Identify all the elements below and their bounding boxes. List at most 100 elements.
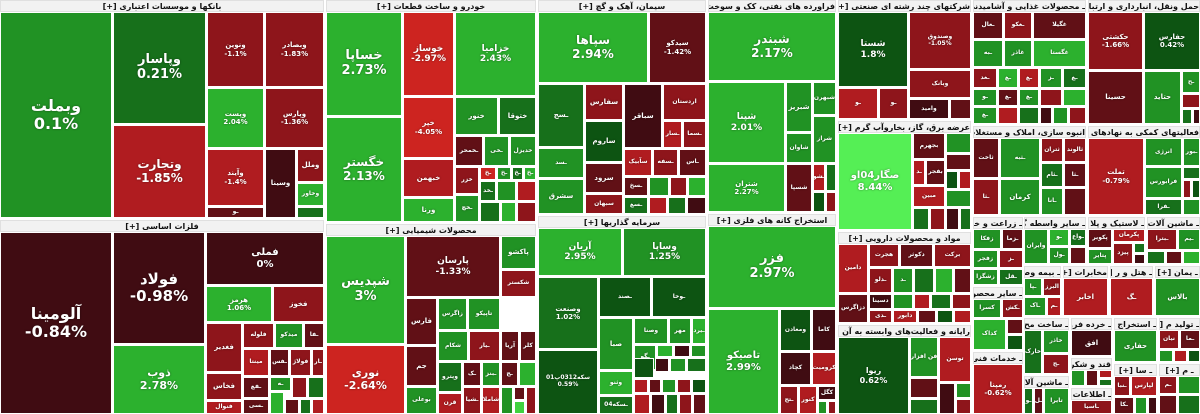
treemap-tile[interactable]: نوری -2.64% <box>326 345 405 414</box>
treemap-tile[interactable] <box>480 202 500 222</box>
treemap-tile[interactable]: ـغ <box>998 89 1018 106</box>
treemap-tile[interactable] <box>651 394 665 414</box>
treemap-tile[interactable]: سشرق <box>538 179 584 214</box>
treemap-tile[interactable]: بالاس <box>1155 278 1200 316</box>
treemap-tile[interactable]: ـز <box>1040 68 1062 88</box>
treemap-tile[interactable]: خگستر 2.13% <box>326 117 402 222</box>
treemap-tile[interactable]: کلر <box>520 331 536 361</box>
treemap-tile[interactable] <box>662 379 676 393</box>
treemap-tile[interactable]: تاپیکو <box>468 298 500 330</box>
treemap-tile[interactable] <box>308 377 324 398</box>
treemap-tile[interactable]: کچاد <box>780 352 811 385</box>
treemap-tile[interactable]: وصنعت 1.02% <box>538 277 598 349</box>
treemap-tile[interactable]: ـه <box>270 377 291 391</box>
treemap-tile[interactable]: ـخ <box>480 167 496 180</box>
treemap-tile[interactable]: فولاد -0.98% <box>113 232 205 344</box>
treemap-tile[interactable] <box>297 207 324 218</box>
treemap-tile[interactable]: حفارس 0.42% <box>1144 12 1200 70</box>
treemap-tile[interactable]: ـسار <box>663 121 682 148</box>
treemap-tile[interactable]: ـسخ <box>624 177 648 196</box>
treemap-tile[interactable]: خساپا 2.73% <box>326 12 402 116</box>
treemap-tile[interactable] <box>292 377 307 398</box>
treemap-tile[interactable]: کنور <box>799 386 817 414</box>
treemap-tile[interactable]: وساپا 1.25% <box>623 228 706 276</box>
treemap-tile[interactable] <box>677 379 691 393</box>
treemap-tile[interactable] <box>270 392 284 414</box>
treemap-tile[interactable]: بوعلی <box>406 387 437 414</box>
treemap-tile[interactable]: ختوقا <box>499 97 536 135</box>
treemap-tile[interactable]: شاوان <box>786 133 812 163</box>
treemap-tile[interactable] <box>657 345 673 357</box>
treemap-tile[interactable]: دسینا <box>869 294 892 309</box>
treemap-tile[interactable]: دامین <box>838 244 868 293</box>
sector-header-basic-metals[interactable]: فلزات اساسی [+] <box>0 220 324 232</box>
treemap-tile[interactable] <box>1064 188 1086 215</box>
treemap-tile[interactable]: ـو <box>1024 388 1033 414</box>
treemap-tile[interactable]: ـخ <box>497 167 511 180</box>
treemap-tile[interactable]: وبانک <box>909 70 971 98</box>
treemap-tile[interactable] <box>634 394 650 414</box>
treemap-tile[interactable] <box>939 383 955 414</box>
treemap-tile[interactable]: ثاخت <box>973 138 999 178</box>
treemap-tile[interactable]: فغدیر <box>206 323 242 372</box>
treemap-tile[interactable] <box>1040 107 1052 124</box>
treemap-tile[interactable]: خنور <box>455 97 498 135</box>
treemap-tile[interactable] <box>649 379 661 393</box>
treemap-tile[interactable]: ـج <box>1043 354 1069 374</box>
treemap-tile[interactable] <box>687 358 706 372</box>
treemap-tile[interactable] <box>1134 243 1145 253</box>
treemap-tile[interactable]: وتجارت -1.85% <box>113 125 206 218</box>
treemap-tile[interactable]: صبا <box>599 318 633 370</box>
treemap-tile[interactable]: وصنا <box>634 318 668 344</box>
treemap-tile[interactable]: ـوخا <box>652 277 706 317</box>
treemap-tile[interactable] <box>954 310 971 323</box>
treemap-tile[interactable]: ـو <box>1049 229 1069 246</box>
treemap-tile[interactable]: مهر <box>669 318 691 344</box>
treemap-tile[interactable] <box>956 399 971 414</box>
sector-header-real-estate[interactable]: انبوه سازی، املاک و مستغلات [+] <box>973 126 1086 138</box>
treemap-tile[interactable]: اردستان <box>663 84 706 120</box>
treemap-tile[interactable]: ـو <box>207 207 264 218</box>
treemap-tile[interactable] <box>954 268 971 293</box>
sector-header-computer[interactable]: رایانه و فعالیت‌های وابسته به آن [+] <box>838 325 971 337</box>
treemap-tile[interactable] <box>634 358 654 378</box>
treemap-tile[interactable] <box>655 358 669 372</box>
treemap-tile[interactable]: ـسی <box>243 399 269 414</box>
treemap-tile[interactable]: ـسد <box>538 148 584 178</box>
treemap-tile[interactable]: توسن <box>939 337 971 382</box>
sector-header-machinery-2[interactable]: ـ ماشین آلات [+] <box>1024 376 1069 388</box>
treemap-tile[interactable] <box>946 154 971 170</box>
sector-header-misc-1[interactable]: ـ سا [+] <box>1114 364 1157 376</box>
treemap-tile[interactable] <box>1099 370 1112 378</box>
treemap-tile[interactable] <box>1178 376 1200 394</box>
treemap-tile[interactable] <box>946 190 971 207</box>
treemap-tile[interactable]: ـخچ <box>455 195 479 222</box>
treemap-tile[interactable]: زفکا <box>973 229 1001 249</box>
sector-header-technical-services[interactable]: ـ خدمات فنی و م [+] <box>973 352 1023 364</box>
treemap-tile[interactable]: دکوثر <box>900 244 933 267</box>
treemap-tile[interactable]: ـسکه04 <box>599 396 633 414</box>
treemap-tile[interactable]: وصندوق -1.05% <box>909 12 971 69</box>
treemap-tile[interactable]: وایران <box>1024 229 1048 264</box>
sector-header-cement[interactable]: سیمان، آهک و گچ [+] <box>538 0 706 12</box>
treemap-tile[interactable]: وپترو <box>438 362 462 392</box>
treemap-tile[interactable]: پیزد <box>1113 243 1133 264</box>
treemap-tile[interactable]: ـد <box>913 160 925 185</box>
treemap-tile[interactable] <box>952 294 971 309</box>
treemap-tile[interactable] <box>1182 109 1192 124</box>
treemap-tile[interactable]: ـغ <box>1019 68 1039 88</box>
treemap-tile[interactable]: ـار <box>312 349 324 376</box>
treemap-tile[interactable]: سآبیک <box>624 149 652 176</box>
sector-header-food[interactable]: ـ محصولات غذایی و آشامیدنی به جز ق [+] <box>973 0 1086 12</box>
treemap-tile[interactable] <box>312 399 324 414</box>
treemap-tile[interactable]: شپنا 2.01% <box>708 82 785 163</box>
treemap-tile[interactable]: زشگزا <box>973 269 998 285</box>
treemap-tile[interactable] <box>285 399 299 414</box>
treemap-tile[interactable]: ونوین -1.1% <box>207 12 264 87</box>
treemap-tile[interactable]: غاذر <box>1004 40 1032 67</box>
sector-header-retail[interactable]: ـ خرده فرو [+] <box>1071 318 1112 330</box>
treemap-tile[interactable]: زاگرس <box>438 298 467 330</box>
treemap-tile[interactable] <box>526 387 536 414</box>
treemap-tile[interactable]: وملل <box>297 149 324 182</box>
treemap-tile[interactable]: ـسج <box>538 84 584 147</box>
